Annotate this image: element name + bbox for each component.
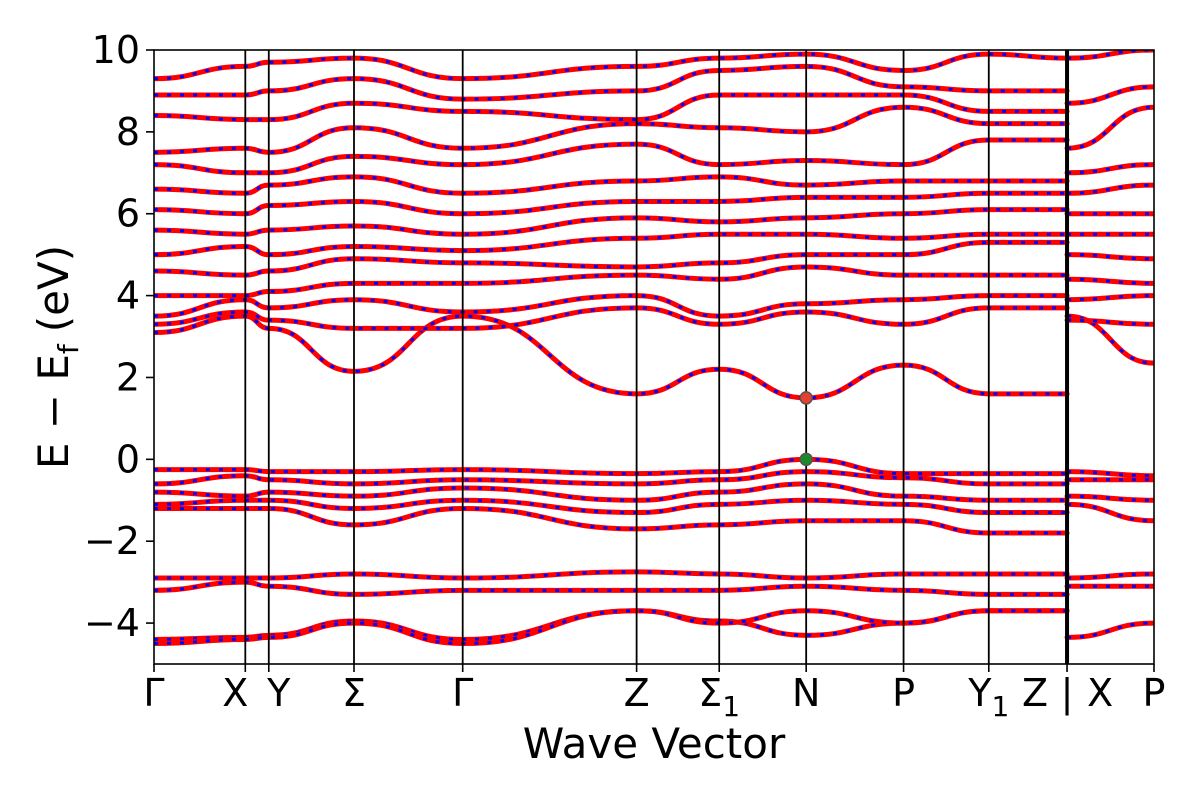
x-axis-title: Wave Vector (523, 719, 786, 768)
band-vb1-dash (154, 457, 1068, 476)
band-vb7-dash (154, 580, 1068, 596)
y-tick-label: 2 (116, 355, 140, 399)
band-vb4-dash (154, 498, 1068, 515)
band-seg2-cb5 (1064, 252, 1154, 262)
band-cb1 (154, 313, 1070, 401)
x-ticks: Γ X Y Σ Γ Z Σ1 N P Y1 Z P| X (143, 664, 1165, 723)
y-tick-label: 0 (116, 437, 140, 481)
band-cb7-dash (154, 208, 1068, 236)
band-seg2-cb11 (1064, 84, 1154, 106)
x-tick-label-5: Z (624, 671, 650, 715)
plot-frame (153, 49, 1155, 665)
band-cb8-dash (154, 191, 1068, 216)
x-tick-label-1: X (222, 671, 248, 715)
band-vb5-dash (154, 506, 1068, 535)
x-tick-label-7: N (792, 671, 820, 715)
y-axis-title: E − Ef (eV) (29, 245, 85, 469)
band-cb9-dash (154, 175, 1068, 195)
band-seg2-cb8 (1064, 182, 1154, 196)
y-ticks: −4 −2 0 2 4 6 8 10 (84, 28, 154, 645)
band-seg2-vb7 (1064, 620, 1154, 640)
x-tick-label-10: Z (1022, 671, 1048, 715)
band-cb14-dash (154, 52, 1068, 81)
band-vb7 (154, 579, 1070, 597)
band-cb9 (154, 174, 1070, 196)
band-cb7 (154, 207, 1070, 237)
band-cb2 (154, 305, 1070, 331)
band-seg2-cb4 (1064, 276, 1154, 286)
band-cb6-dash (154, 232, 1068, 257)
band-vb1 (154, 456, 1070, 477)
vbm-marker (799, 452, 813, 467)
x-tick-label-8: P (892, 671, 915, 715)
x-tick-label-3: Σ (342, 671, 366, 715)
band-seg2-cb9 (1064, 162, 1154, 176)
y-axis-title-sub: f (52, 343, 85, 354)
band-cb12 (154, 92, 1070, 123)
band-vb2-dash (154, 470, 1068, 486)
x-tick-label-4: Γ (452, 671, 473, 715)
x-tick-label-6: Σ1 (698, 671, 740, 723)
band-seg2-vb1 (1064, 469, 1154, 479)
band-cb13-dash (154, 64, 1068, 101)
band-cb11-dash (154, 105, 1068, 154)
y-tick-label: 6 (116, 192, 140, 236)
band-cb5-dash (154, 240, 1068, 277)
band-cb1-dash (154, 314, 1068, 400)
band-cb5 (154, 239, 1070, 278)
y-tick-label: 4 (116, 274, 140, 318)
bands-layer (154, 50, 1154, 647)
kpoint-lines (244, 50, 1070, 664)
band-vb6 (154, 569, 1070, 581)
x-tick-label-0: Γ (143, 671, 164, 715)
band-cb3 (154, 293, 1070, 319)
y-tick-label: −4 (84, 601, 140, 645)
band-seg2-cb3 (1064, 293, 1154, 303)
band-cb13 (154, 63, 1070, 102)
y-tick-label: 8 (116, 110, 140, 154)
y-tick-label: 10 (92, 28, 140, 72)
band-vb9 (154, 608, 1070, 647)
cbm-marker (799, 391, 813, 405)
band-seg2-vb5 (1064, 571, 1154, 581)
x-tick-label-2: Y (266, 671, 291, 715)
x-tick-label-11: P (1143, 671, 1166, 715)
x-break-after-label: X (1087, 671, 1113, 715)
band-vb9-dash (154, 609, 1068, 646)
extrema-markers (799, 391, 813, 467)
band-cb10 (154, 137, 1070, 176)
y-tick-label: −2 (84, 519, 140, 563)
y-axis-title-main: E − E (29, 354, 78, 469)
band-seg2-cb2 (1064, 317, 1154, 327)
band-seg2-vb3 (1064, 493, 1154, 503)
band-cb14 (154, 51, 1070, 82)
svg-text:E − Ef(eV): E − Ef (eV) (29, 245, 85, 469)
band-vb3-dash (154, 482, 1068, 502)
band-cb4-dash (154, 265, 1068, 298)
y-axis-title-unit: (eV) (29, 245, 78, 332)
x-break-label: | (1061, 671, 1074, 716)
band-seg2-cb10 (1064, 104, 1154, 151)
band-seg2-vb4 (1064, 501, 1154, 524)
x-tick-label-9: Y1 (967, 671, 1009, 723)
